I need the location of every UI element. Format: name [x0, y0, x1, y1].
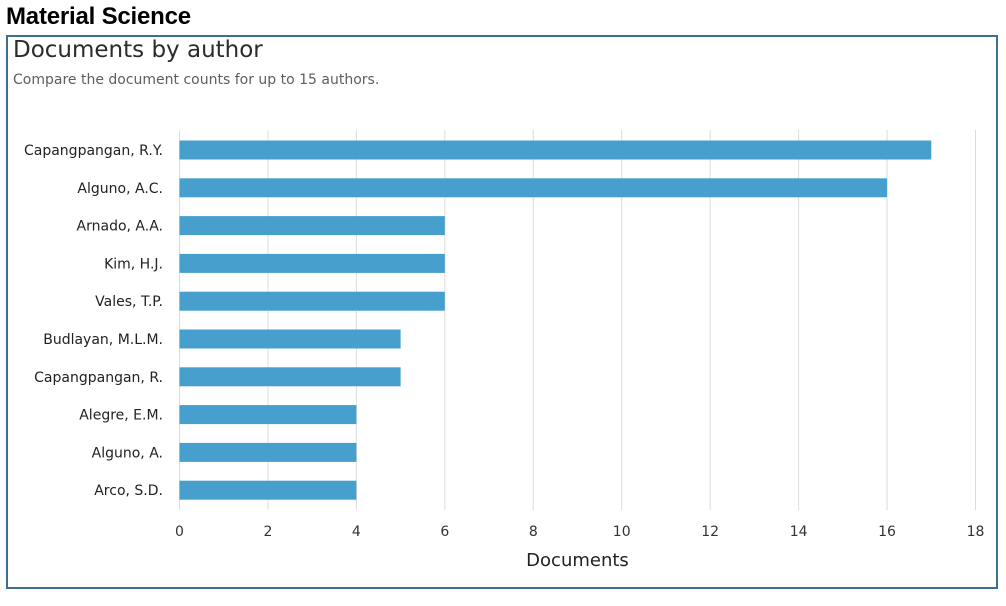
chart-panel: Documents by author Compare the document…	[6, 35, 998, 589]
bar[interactable]	[179, 216, 445, 236]
category-label: Vales, T.P.	[95, 294, 163, 310]
x-tick-label: 8	[529, 524, 538, 540]
x-tick-labels: 0 2 4 6 8 10 12 14 16 18	[175, 524, 984, 540]
bar[interactable]	[179, 405, 357, 425]
category-label: Arnado, A.A.	[77, 219, 163, 235]
bar[interactable]	[179, 291, 445, 311]
chart-subtitle: Compare the document counts for up to 15…	[13, 72, 380, 88]
x-tick-label: 2	[263, 524, 272, 540]
category-label: Arco, S.D.	[94, 483, 163, 499]
category-labels: Capangpangan, R.Y. Alguno, A.C. Arnado, A.…	[24, 143, 163, 499]
category-label: Alguno, A.	[92, 445, 163, 461]
category-label: Alguno, A.C.	[77, 181, 163, 197]
x-tick-label: 10	[613, 524, 631, 540]
chart-title: Documents by author	[13, 37, 263, 63]
bar[interactable]	[179, 140, 932, 160]
bar[interactable]	[179, 367, 401, 387]
x-tick-label: 4	[352, 524, 361, 540]
category-label: Kim, H.J.	[104, 256, 163, 272]
x-tick-label: 6	[440, 524, 449, 540]
bar[interactable]	[179, 442, 357, 462]
x-tick-label: 12	[701, 524, 719, 540]
bar-layer	[179, 140, 932, 500]
bar[interactable]	[179, 253, 445, 273]
x-tick-label: 0	[175, 524, 184, 540]
x-tick-label: 14	[790, 524, 808, 540]
x-tick-label: 16	[878, 524, 896, 540]
bar[interactable]	[179, 329, 401, 349]
x-tick-label: 18	[967, 524, 985, 540]
bar[interactable]	[179, 480, 357, 500]
category-label: Capangpangan, R.Y.	[24, 143, 163, 159]
page-heading: Material Science	[6, 3, 191, 30]
x-axis-title: Documents	[526, 550, 629, 571]
bar[interactable]	[179, 178, 888, 198]
category-label: Budlayan, M.L.M.	[43, 332, 163, 348]
category-label: Capangpangan, R.	[34, 370, 163, 386]
category-label: Alegre, E.M.	[79, 408, 163, 424]
